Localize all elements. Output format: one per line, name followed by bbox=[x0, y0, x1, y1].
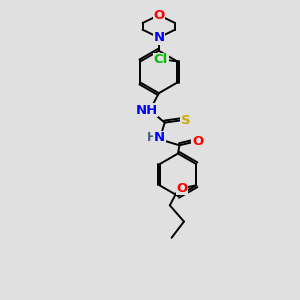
Text: N: N bbox=[154, 131, 165, 144]
Text: O: O bbox=[177, 182, 188, 195]
Text: N: N bbox=[153, 31, 164, 44]
Text: O: O bbox=[192, 135, 203, 148]
Text: O: O bbox=[153, 9, 164, 22]
Text: S: S bbox=[181, 114, 191, 127]
Text: Cl: Cl bbox=[154, 53, 168, 66]
Text: NH: NH bbox=[135, 104, 158, 117]
Text: H: H bbox=[146, 131, 156, 144]
